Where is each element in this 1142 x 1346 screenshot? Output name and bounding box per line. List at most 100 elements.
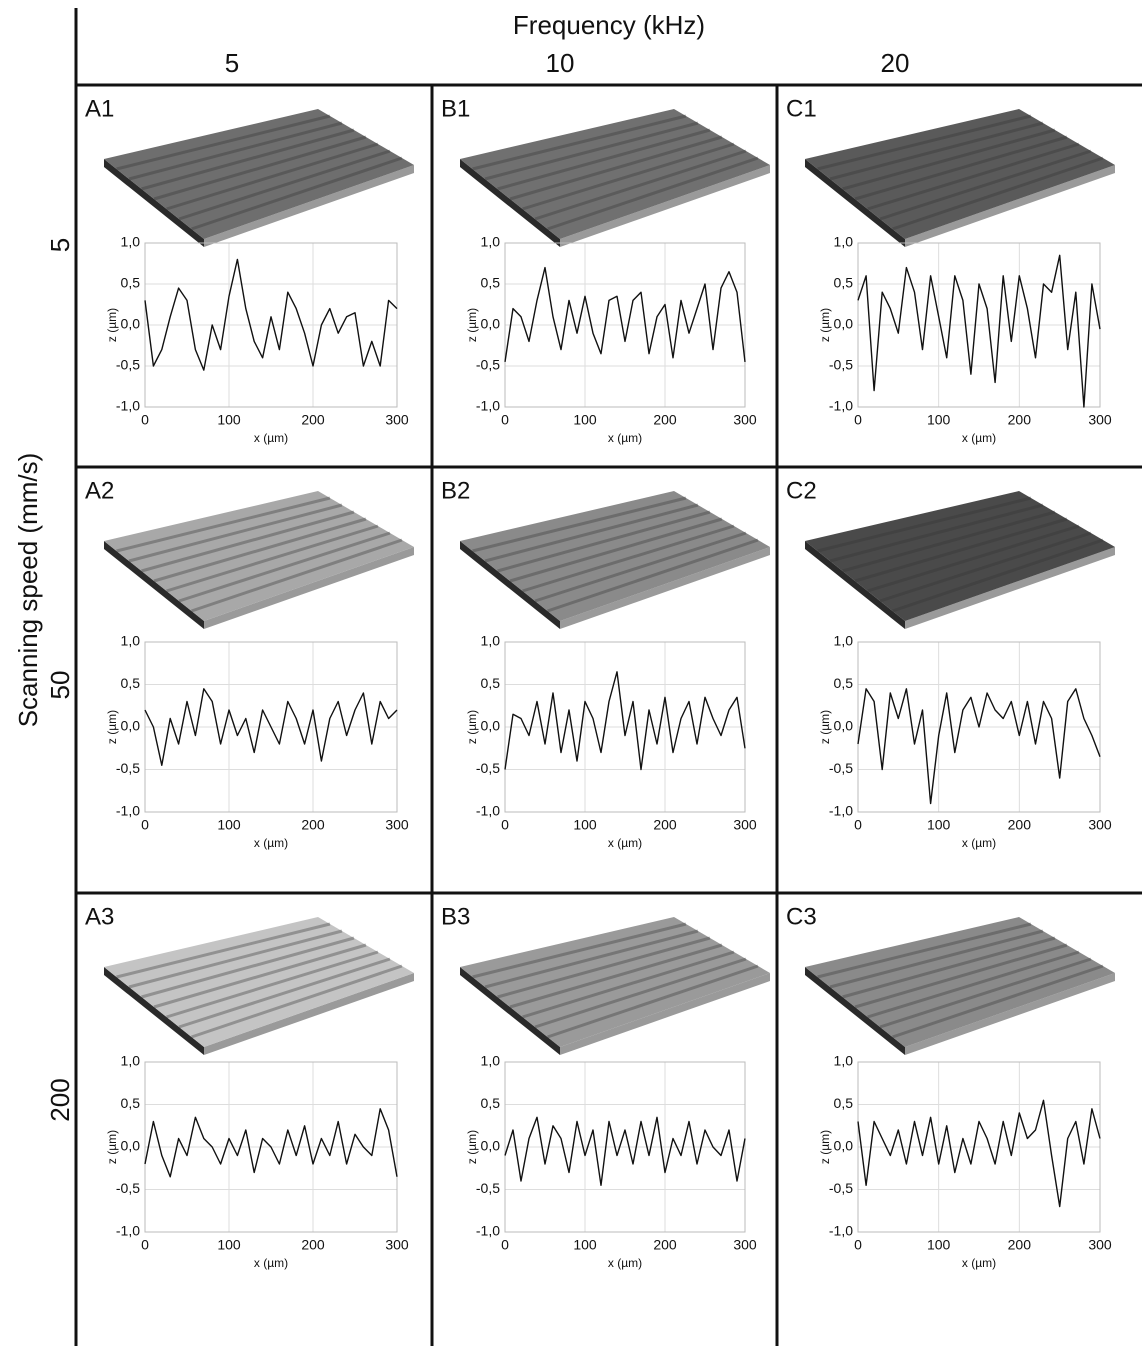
surface-stripe xyxy=(484,121,699,181)
profile-line xyxy=(857,688,1101,805)
x-tick-label: 0 xyxy=(854,817,862,833)
profile-line xyxy=(504,1116,746,1186)
profile-line xyxy=(144,1108,398,1178)
surface-stripe xyxy=(534,149,747,221)
y-tick-label: -0,5 xyxy=(476,1180,500,1196)
x-tick-label: 0 xyxy=(501,1237,509,1253)
y-axis-label: z (µm) xyxy=(465,308,479,342)
x-tick-label: 0 xyxy=(854,412,862,428)
x-tick-label: 100 xyxy=(217,817,241,833)
y-tick-label: -1,0 xyxy=(116,803,140,819)
plot-frame xyxy=(144,641,398,813)
surface-stripe xyxy=(497,510,711,573)
y-tick-label: -0,5 xyxy=(829,760,853,776)
x-tick-label: 200 xyxy=(301,817,325,833)
surface-stripe xyxy=(166,524,379,593)
y-axis-label: z (µm) xyxy=(105,308,119,342)
y-tick-label: 0,5 xyxy=(481,675,501,691)
panel-label: A3 xyxy=(85,903,114,930)
y-tick-label: -1,0 xyxy=(476,803,500,819)
x-tick-label: 0 xyxy=(141,1237,149,1253)
x-tick-label: 300 xyxy=(385,1237,409,1253)
panel-label: B2 xyxy=(441,477,470,504)
surface-stripe xyxy=(141,936,355,999)
x-tick-label: 300 xyxy=(1088,1237,1112,1253)
x-axis-label: x (µm) xyxy=(608,836,642,850)
panel-label: B1 xyxy=(441,95,470,122)
surface-stripe xyxy=(472,496,687,553)
y-tick-label: 1,0 xyxy=(121,234,141,250)
surface-top xyxy=(460,491,770,621)
surface-stripe xyxy=(153,135,367,201)
surface-top xyxy=(104,917,414,1047)
x-tick-label: 200 xyxy=(301,412,325,428)
surface-side xyxy=(905,973,1115,1055)
surface-stripe xyxy=(128,929,343,989)
surface-top xyxy=(104,109,414,239)
y-tick-label: 1,0 xyxy=(481,234,501,250)
panel-label: A1 xyxy=(85,95,114,122)
x-tick-label: 100 xyxy=(573,817,597,833)
surface-stripe xyxy=(867,524,1080,593)
surface-side xyxy=(560,165,770,247)
surface-stripe xyxy=(842,510,1056,573)
surface-image xyxy=(104,109,414,247)
surface-stripe xyxy=(892,964,1104,1039)
plot-frame xyxy=(504,641,746,813)
y-tick-label: -1,0 xyxy=(829,803,853,819)
surface-stripe xyxy=(497,128,711,191)
profile-line xyxy=(144,258,398,371)
x-tick-label: 300 xyxy=(385,817,409,833)
surface-top xyxy=(805,917,1115,1047)
surface-stripe xyxy=(178,957,391,1029)
column-label: 10 xyxy=(546,48,575,78)
surface-stripe xyxy=(817,114,1032,171)
surface-image xyxy=(104,491,414,629)
y-tick-label: 0,5 xyxy=(834,1095,854,1111)
x-tick-label: 100 xyxy=(927,1237,951,1253)
surface-stripe xyxy=(128,503,343,563)
x-axis-label: x (µm) xyxy=(962,1256,996,1270)
x-tick-label: 100 xyxy=(927,412,951,428)
y-axis-label: z (µm) xyxy=(818,308,832,342)
y-tick-label: -0,5 xyxy=(829,1180,853,1196)
surface-stripe xyxy=(509,517,723,583)
surface-stripe xyxy=(867,950,1080,1019)
plot-frame xyxy=(857,242,1101,408)
x-tick-label: 200 xyxy=(1008,817,1032,833)
surface-stripe xyxy=(547,964,759,1039)
profile-line xyxy=(504,266,746,363)
profile-line xyxy=(857,1099,1101,1208)
surface-stripe xyxy=(191,964,403,1039)
x-tick-label: 0 xyxy=(854,1237,862,1253)
surface-stripe xyxy=(534,531,747,603)
x-axis-label: x (µm) xyxy=(962,431,996,445)
surface-stripe xyxy=(472,114,687,171)
surface-image xyxy=(104,917,414,1055)
y-tick-label: -1,0 xyxy=(476,1223,500,1239)
x-tick-label: 200 xyxy=(1008,412,1032,428)
surface-side xyxy=(204,973,414,1055)
y-axis-label: z (µm) xyxy=(465,1130,479,1164)
x-tick-label: 0 xyxy=(501,412,509,428)
panel-label: C1 xyxy=(786,95,817,122)
y-axis-label: z (µm) xyxy=(818,1130,832,1164)
x-tick-label: 300 xyxy=(733,412,757,428)
surface-stripe xyxy=(497,936,711,999)
x-tick-label: 100 xyxy=(217,412,241,428)
y-tick-label: -0,5 xyxy=(476,760,500,776)
surface-top xyxy=(805,491,1115,621)
surface-side xyxy=(460,159,560,247)
y-tick-label: 0,5 xyxy=(834,675,854,691)
header-title: Frequency (kHz) xyxy=(513,10,705,40)
y-tick-label: 1,0 xyxy=(834,1053,854,1069)
surface-stripe xyxy=(547,538,759,613)
profile-line xyxy=(504,671,746,771)
y-tick-label: -1,0 xyxy=(476,398,500,414)
y-tick-label: -0,5 xyxy=(829,357,853,373)
surface-stripe xyxy=(817,922,1032,979)
panel-label: C2 xyxy=(786,477,817,504)
x-tick-label: 200 xyxy=(301,1237,325,1253)
frame xyxy=(74,8,1142,1346)
x-tick-label: 200 xyxy=(653,817,677,833)
